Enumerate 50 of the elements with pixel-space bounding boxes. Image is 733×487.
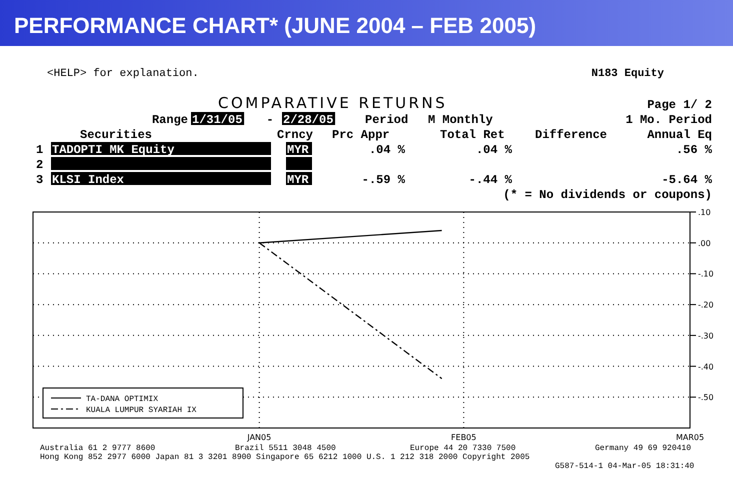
text: Prc Appr xyxy=(332,128,390,142)
text: Hong Kong 852 2977 6000 Japan 81 3 3201 8900 Singapore 65 6212 1000 U.S. 1 212 318 2000 Copyright 2005 xyxy=(40,453,530,462)
text: -.44 % xyxy=(468,173,513,187)
text: Total Ret xyxy=(440,128,505,142)
text: Australia 61 2 9777 8600 xyxy=(40,444,156,453)
y-tick-label: -.10 xyxy=(698,270,714,279)
x-tick-label: FEB05 xyxy=(451,433,476,442)
text: Securities xyxy=(80,128,152,142)
text: Crncy xyxy=(277,128,314,142)
text: -.59 % xyxy=(362,173,406,187)
text: Difference xyxy=(535,128,608,142)
y-tick-label: .00 xyxy=(698,238,711,248)
y-tick-label: -.20 xyxy=(698,300,714,310)
text: Europe 44 20 7330 7500 xyxy=(410,444,516,453)
text: 2 xyxy=(36,158,44,172)
text: Brazil 5511 3048 4500 xyxy=(235,444,336,453)
text: Period xyxy=(365,113,408,127)
text: Range xyxy=(152,113,188,127)
legend-label: TA-DANA OPTIMIX xyxy=(86,395,158,404)
text: N183 Equity xyxy=(591,68,664,80)
text: MYR xyxy=(287,173,310,187)
text: Annual Eq xyxy=(647,128,712,142)
text: 1 Mo. Period xyxy=(626,113,712,127)
text: 2/28/05 xyxy=(283,113,334,127)
text: .04 % xyxy=(368,143,406,157)
legend-label: KUALA LUMPUR SYARIAH IX xyxy=(86,406,197,415)
text: <HELP> for explanation. xyxy=(47,68,199,80)
y-tick-label: -.50 xyxy=(698,393,714,402)
text: (* = No dividends or coupons) xyxy=(503,188,712,202)
text: 3 xyxy=(36,173,44,187)
x-tick-label: MAR05 xyxy=(676,433,704,442)
chart-subtitle: COMPARATIVE RETURNS xyxy=(218,94,448,112)
text: Germany 49 69 920410 xyxy=(595,444,692,453)
text: M Monthly xyxy=(428,113,493,127)
text: - xyxy=(266,113,274,127)
text: .56 % xyxy=(676,143,713,157)
text: G587-514-1 04-Mar-05 18:31:40 xyxy=(555,462,694,471)
text: .04 % xyxy=(476,143,513,157)
text: 1 xyxy=(36,143,44,157)
text: -5.64 % xyxy=(662,173,713,187)
text: TADOPTI MK Equity xyxy=(52,143,174,157)
x-tick-label: JAN05 xyxy=(246,433,272,442)
y-tick-label: -.30 xyxy=(698,331,714,340)
y-tick-label: -.40 xyxy=(698,362,714,372)
text: KLSI Index xyxy=(52,173,124,187)
text: MYR xyxy=(287,143,310,157)
text: 1/31/05 xyxy=(192,113,242,127)
chart-title: PERFORMANCE CHART* (JUNE 2004 – FEB 2005) xyxy=(14,13,536,38)
text: Page 1/ 2 xyxy=(647,98,712,112)
y-tick-label: .10 xyxy=(698,208,711,217)
